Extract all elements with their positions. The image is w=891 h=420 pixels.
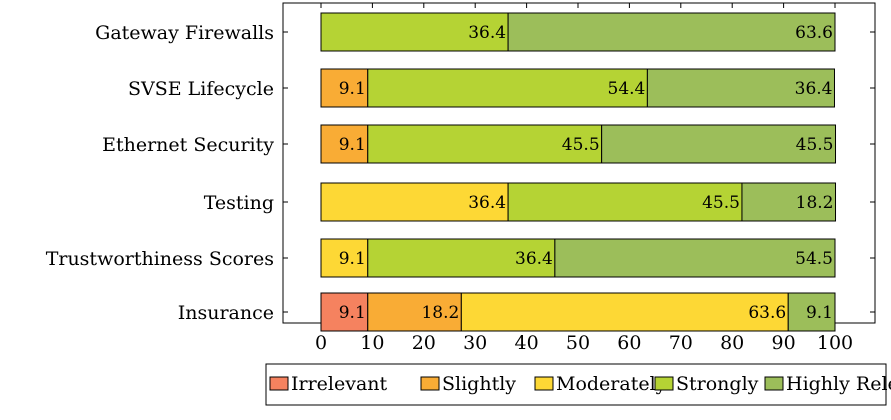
- value-label: 63.6: [795, 23, 833, 43]
- value-label: 18.2: [796, 193, 834, 213]
- category-label: Gateway Firewalls: [95, 22, 274, 44]
- bar-segment: [507, 182, 743, 222]
- legend-swatch: [420, 376, 440, 391]
- value-label: 36.4: [795, 79, 833, 99]
- x-tick-label: 20: [412, 332, 436, 354]
- legend-swatch: [764, 376, 784, 391]
- value-label: 36.4: [515, 249, 553, 269]
- x-tick-label: 0: [315, 332, 327, 354]
- value-label: 9.1: [339, 135, 366, 155]
- value-label: 36.4: [468, 193, 506, 213]
- bar-segment: [646, 68, 835, 108]
- value-label: 45.5: [796, 135, 834, 155]
- legend-label: Highly Relevant: [786, 373, 891, 395]
- value-label: 9.1: [339, 249, 366, 269]
- legend-swatch: [654, 376, 674, 391]
- category-label: Insurance: [178, 302, 274, 324]
- bar-segment: [367, 292, 462, 332]
- category-label: SVSE Lifecycle: [128, 78, 274, 100]
- bar-segment: [320, 124, 369, 164]
- bar-segment: [507, 12, 836, 52]
- bar-segment: [320, 68, 369, 108]
- value-label: 9.1: [339, 79, 366, 99]
- value-label: 18.2: [421, 303, 459, 323]
- value-label: 36.4: [468, 23, 506, 43]
- bar-segment: [601, 124, 837, 164]
- value-label: 63.6: [748, 303, 786, 323]
- legend-swatch: [534, 376, 554, 391]
- x-tick-label: 30: [463, 332, 487, 354]
- legend-label: Moderately: [556, 373, 667, 395]
- bar-segment: [741, 182, 837, 222]
- x-tick-label: 60: [617, 332, 641, 354]
- category-label: Trustworthiness Scores: [46, 248, 274, 270]
- bar-segment: [320, 238, 369, 278]
- legend-label: Irrelevant: [291, 373, 388, 395]
- x-tick-label: 100: [817, 332, 853, 354]
- bar-segment: [320, 292, 369, 332]
- x-tick-label: 10: [360, 332, 384, 354]
- value-label: 45.5: [702, 193, 740, 213]
- legend-swatch: [269, 376, 289, 391]
- x-tick-labels: 0 10 20 30 40 50 60 70 80 90 100: [315, 332, 853, 354]
- bar-segment: [554, 238, 836, 278]
- value-label: 45.5: [562, 135, 600, 155]
- bar-segment: [787, 292, 836, 332]
- legend-label: Strongly: [676, 373, 759, 395]
- value-label: 54.5: [795, 249, 833, 269]
- category-label: Testing: [204, 192, 274, 214]
- legend: Irrelevant Slightly Moderately Strongly High…: [265, 363, 891, 406]
- bar-segment: [460, 292, 789, 332]
- legend-label: Slightly: [442, 373, 516, 395]
- x-tick-label: 80: [720, 332, 744, 354]
- x-tick-label: 50: [566, 332, 590, 354]
- value-label: 9.1: [806, 303, 833, 323]
- value-label: 9.1: [339, 303, 366, 323]
- bar-segment: [367, 68, 648, 108]
- x-tick-label: 90: [772, 332, 796, 354]
- category-label: Ethernet Security: [102, 134, 274, 156]
- bars: 36.4 63.6 9.1 54.4 36.4 9.1 45.5 45.5 36.4 45.5 18…: [320, 12, 837, 332]
- value-label: 54.4: [608, 79, 646, 99]
- x-tick-label: 40: [515, 332, 539, 354]
- bar-segment: [367, 238, 556, 278]
- x-tick-label: 70: [669, 332, 693, 354]
- category-labels: Gateway Firewalls SVSE Lifecycle Ethernet …: [46, 22, 275, 324]
